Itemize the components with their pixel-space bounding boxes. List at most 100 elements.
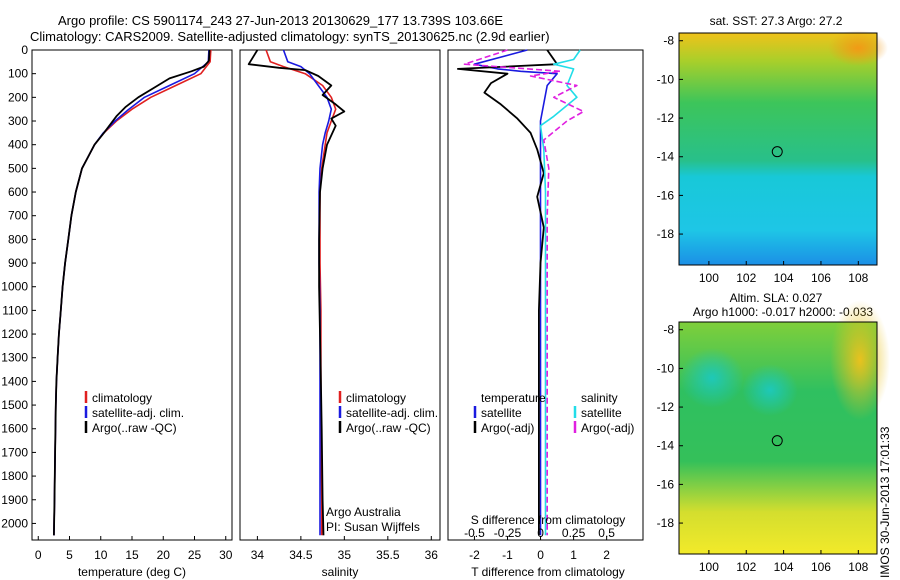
legend-label-climatology: climatology (92, 391, 152, 405)
lat-tick-label: -16 (657, 477, 675, 491)
depth-tick-label: 2000 (1, 516, 28, 530)
temperature-panel: 0100200300400500600700800900100011001200… (1, 43, 232, 579)
legend-label-satellite: satellite-adj. clim. (92, 406, 184, 420)
salinity-series (247, 49, 346, 536)
depth-axis-ticks: 0 100 200 300 400 500 600 700 800 900 1000 1100 1200… (1, 43, 36, 530)
lon-tick-label: 106 (811, 271, 831, 285)
argo-credit-line1: Argo Australia (326, 505, 401, 519)
sst-map-field (679, 33, 877, 265)
series-temperature-satellite (473, 49, 558, 536)
argo-position-marker (771, 435, 783, 447)
depth-tick-label: 1500 (1, 398, 28, 412)
salinity-axis-label: salinity (322, 565, 359, 579)
lat-tick-label: -16 (657, 188, 675, 202)
legend-heading-temperature: temperature (481, 391, 546, 405)
argo-credit-line2: PI: Susan Wijffels (326, 520, 420, 534)
s-diff-tick-label: 0 (537, 526, 544, 540)
lon-tick-label: 100 (699, 560, 719, 574)
sst-map-axis-ticks: 100 102 104 106 108 -8 -10 -12 -14 -16 -18 (657, 34, 869, 285)
x-tick-label: 15 (125, 548, 139, 562)
timestamp-stamp: IMOS 30-Jun-2013 17:01:33 (878, 426, 892, 578)
sla-map-title: Altim. SLA: 0.027 (730, 291, 823, 305)
s-diff-tick-label: 0.5 (598, 526, 615, 540)
salinity-legend: climatology satellite-adj. clim. Argo(..… (338, 391, 438, 435)
lat-tick-label: -12 (657, 400, 675, 414)
salinity-plot-frame (239, 49, 441, 541)
legend-label-sal-argo: Argo(-adj) (581, 421, 634, 435)
legend-label-temp-satellite: satellite (481, 406, 522, 420)
lon-tick-label: 108 (848, 271, 868, 285)
x-tick-label: 30 (219, 548, 233, 562)
lat-tick-label: -18 (657, 227, 675, 241)
x-tick-label: 36 (425, 548, 439, 562)
legend-label-argo: Argo(..raw -QC) (92, 421, 177, 435)
figure-title-line1: Argo profile: CS 5901174_243 27-Jun-2013… (58, 13, 504, 28)
lon-tick-label: 102 (736, 271, 756, 285)
legend-heading-salinity: salinity (581, 391, 618, 405)
depth-tick-label: 200 (8, 90, 28, 104)
x-tick-label: 0 (537, 548, 544, 562)
s-difference-axis-label: S difference from climatology (471, 513, 626, 527)
lat-tick-label: -14 (657, 439, 675, 453)
lon-tick-label: 104 (774, 560, 794, 574)
s-difference-axis-ticks: -0.5 -0.25 0 0.25 0.5 (464, 526, 615, 540)
salinity-panel: 34 34.5 35 35.5 36 climatology satellite-adj… (239, 49, 441, 579)
series-satellite-adj-clim- (282, 49, 333, 536)
lat-tick-label: -8 (663, 323, 674, 337)
x-tick-label: 35 (338, 548, 352, 562)
series-argo-raw-qc- (53, 49, 211, 536)
x-tick-label: 20 (157, 548, 171, 562)
depth-tick-label: 1900 (1, 493, 28, 507)
depth-tick-label: 600 (8, 185, 28, 199)
lon-tick-label: 106 (811, 560, 831, 574)
sst-map-frame (678, 32, 878, 266)
series-salinity-satellite (539, 49, 581, 536)
lat-tick-label: -14 (657, 150, 675, 164)
x-tick-label: 1 (570, 548, 577, 562)
x-tick-label: -1 (502, 548, 513, 562)
s-diff-tick-label: -0.25 (494, 526, 522, 540)
x-tick-label: 34.5 (289, 548, 313, 562)
depth-tick-label: 800 (8, 232, 28, 246)
sst-warm-patch (828, 30, 888, 66)
depth-tick-label: 1600 (1, 422, 28, 436)
series-temperature-argo-adj- (456, 49, 558, 536)
temperature-axis-label: temperature (deg C) (78, 565, 186, 579)
lat-tick-label: -10 (657, 361, 675, 375)
depth-tick-label: 1800 (1, 469, 28, 483)
sla-map-axis-ticks: 100 102 104 106 108 -8 -10 -12 -14 -16 -18 (657, 323, 869, 574)
depth-tick-label: 1100 (2, 303, 28, 317)
depth-tick-label: 300 (8, 114, 28, 128)
lon-tick-label: 104 (774, 271, 794, 285)
depth-tick-label: 1700 (1, 445, 28, 459)
lon-tick-label: 108 (848, 560, 868, 574)
salinity-axis-ticks: 34 34.5 35 35.5 36 (251, 536, 439, 562)
legend-label-temp-argo: Argo(-adj) (481, 421, 534, 435)
x-tick-label: -2 (469, 548, 480, 562)
x-tick-label: 5 (66, 548, 73, 562)
x-tick-label: 10 (94, 548, 108, 562)
depth-tick-label: 1400 (1, 374, 28, 388)
lon-tick-label: 100 (699, 271, 719, 285)
difference-panel: -2 -1 0 1 2 temperature satellite Argo(-adj)… (447, 49, 644, 579)
sla-blob (680, 348, 744, 408)
difference-series (456, 49, 585, 536)
depth-tick-label: 500 (8, 161, 28, 175)
depth-tick-label: 0 (21, 43, 28, 57)
sla-map-panel: Altim. SLA: 0.027 Argo h1000: -0.017 h20… (657, 291, 890, 574)
lat-tick-label: -8 (663, 34, 674, 48)
depth-tick-label: 1200 (1, 327, 28, 341)
depth-tick-label: 1300 (1, 351, 28, 365)
sla-map-subtitle: Argo h1000: -0.017 h2000: -0.033 (693, 305, 873, 319)
legend-label-satellite: satellite-adj. clim. (346, 406, 438, 420)
legend-label-climatology: climatology (346, 391, 406, 405)
depth-tick-label: 700 (8, 209, 28, 223)
sst-map-title: sat. SST: 27.3 Argo: 27.2 (710, 14, 843, 28)
legend-label-argo: Argo(..raw -QC) (346, 421, 431, 435)
x-tick-label: 34 (251, 548, 265, 562)
sla-map-frame (678, 321, 878, 555)
temperature-axis-ticks: 0 5 10 15 20 25 30 (35, 536, 233, 562)
s-diff-tick-label: -0.5 (464, 526, 485, 540)
depth-tick-label: 100 (8, 67, 28, 81)
depth-tick-label: 1000 (1, 280, 28, 294)
